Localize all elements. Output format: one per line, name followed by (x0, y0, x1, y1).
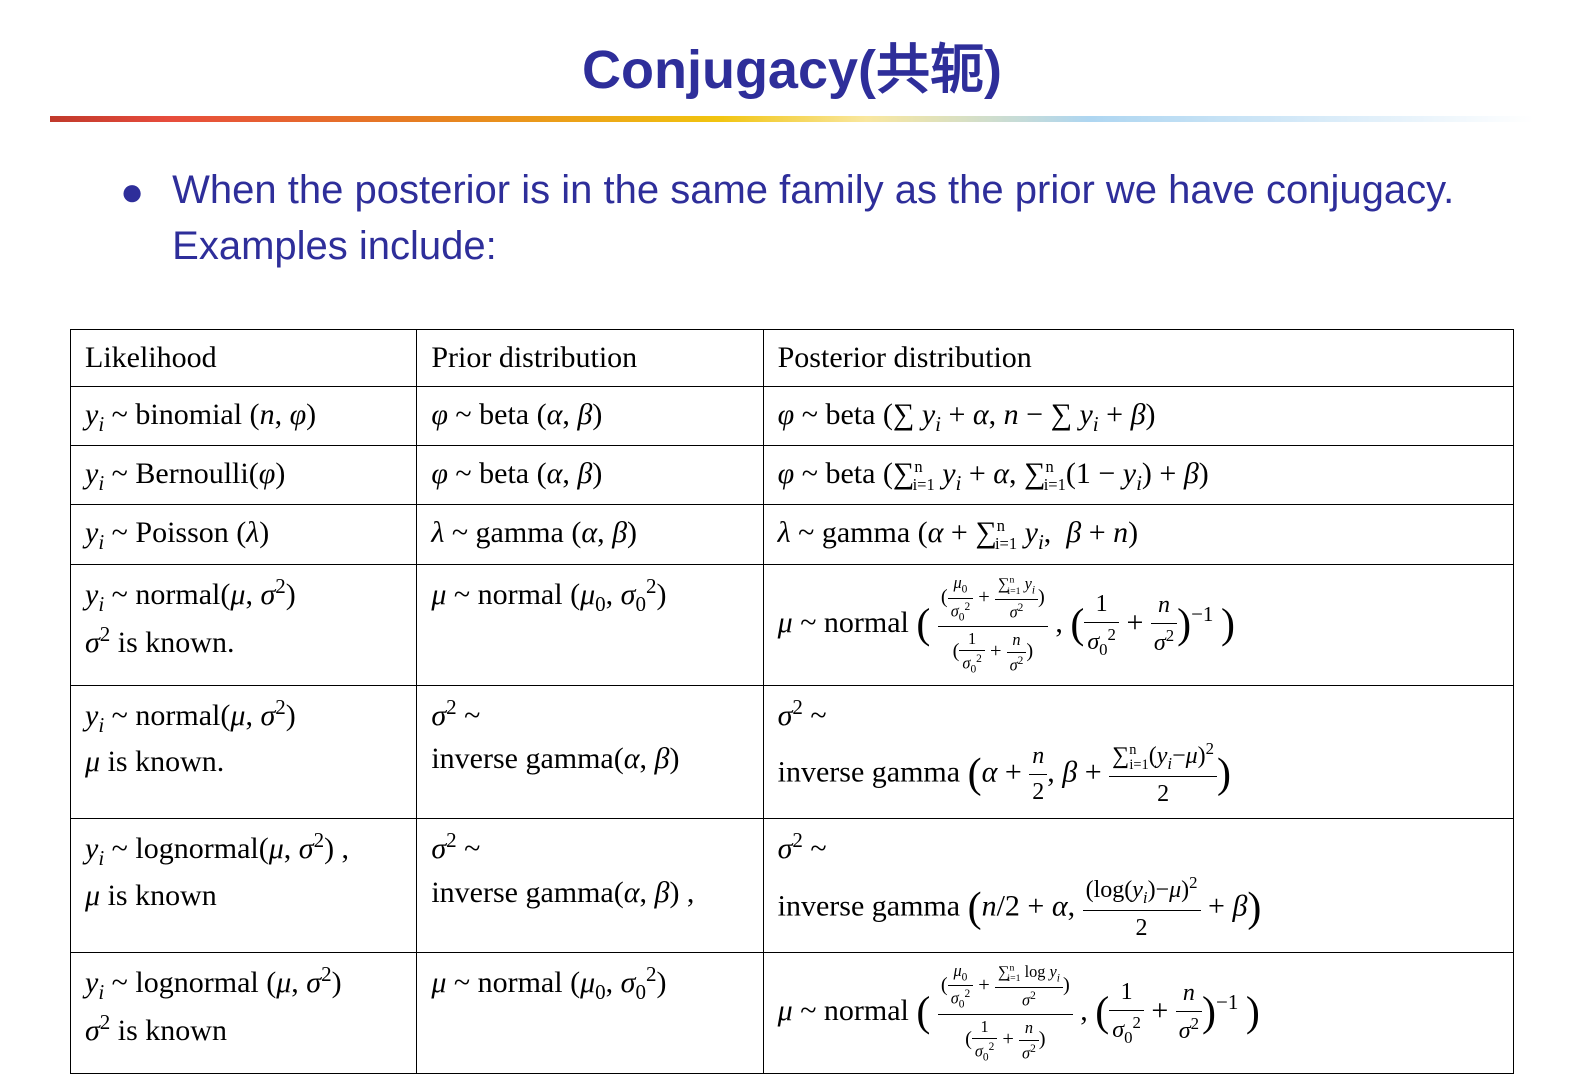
bullet-item: ● When the posterior is in the same fami… (120, 162, 1494, 274)
cell-prior: μ ~ normal (μ0, σ02) (417, 952, 763, 1073)
table-row: yi ~ binomial (n, φ) φ ~ beta (α, β) φ ~… (71, 386, 1514, 445)
col-posterior: Posterior distribution (763, 330, 1513, 387)
bullet-section: ● When the posterior is in the same fami… (40, 152, 1544, 309)
cell-prior: σ2 ~inverse gamma(α, β) , (417, 819, 763, 952)
cell-likelihood: yi ~ lognormal(μ, σ2) ,μ is known (71, 819, 417, 952)
cell-posterior: φ ~ beta (∑ yi + α, n − ∑ yi + β) (763, 386, 1513, 445)
cell-prior: σ2 ~inverse gamma(α, β) (417, 685, 763, 818)
table-row: yi ~ normal(μ, σ2)σ2 is known. μ ~ norma… (71, 564, 1514, 685)
cell-posterior: μ ~ normal ( (μ0σ02 + ∑ni=1 log yiσ2) (1… (763, 952, 1513, 1073)
cell-likelihood: yi ~ normal(μ, σ2)σ2 is known. (71, 564, 417, 685)
cell-likelihood: yi ~ Poisson (λ) (71, 505, 417, 564)
table-row: yi ~ normal(μ, σ2)μ is known. σ2 ~invers… (71, 685, 1514, 818)
conjugacy-table: Likelihood Prior distribution Posterior … (70, 329, 1514, 1074)
cell-prior: μ ~ normal (μ0, σ02) (417, 564, 763, 685)
table-row: yi ~ Bernoulli(φ) φ ~ beta (α, β) φ ~ be… (71, 445, 1514, 504)
table-row: yi ~ lognormal (μ, σ2)σ2 is known μ ~ no… (71, 952, 1514, 1073)
col-likelihood: Likelihood (71, 330, 417, 387)
col-prior: Prior distribution (417, 330, 763, 387)
cell-likelihood: yi ~ lognormal (μ, σ2)σ2 is known (71, 952, 417, 1073)
cell-posterior: φ ~ beta (∑ni=1 yi + α, ∑ni=1(1 − yi) + … (763, 445, 1513, 504)
cell-likelihood: yi ~ binomial (n, φ) (71, 386, 417, 445)
cell-prior: λ ~ gamma (α, β) (417, 505, 763, 564)
bullet-dot-icon: ● (120, 164, 144, 220)
cell-likelihood: yi ~ normal(μ, σ2)μ is known. (71, 685, 417, 818)
cell-likelihood: yi ~ Bernoulli(φ) (71, 445, 417, 504)
cell-posterior: σ2 ~ inverse gamma (α + n2, β + ∑ni=1(yi… (763, 685, 1513, 818)
cell-prior: φ ~ beta (α, β) (417, 445, 763, 504)
bullet-text: When the posterior is in the same family… (172, 162, 1494, 274)
table-header-row: Likelihood Prior distribution Posterior … (71, 330, 1514, 387)
table-row: yi ~ lognormal(μ, σ2) ,μ is known σ2 ~in… (71, 819, 1514, 952)
slide-title: Conjugacy(共轭) (40, 25, 1544, 104)
table-row: yi ~ Poisson (λ) λ ~ gamma (α, β) λ ~ ga… (71, 505, 1514, 564)
cell-posterior: λ ~ gamma (α + ∑ni=1 yi, β + n) (763, 505, 1513, 564)
slide: Conjugacy(共轭) ● When the posterior is in… (0, 0, 1584, 1036)
cell-prior: φ ~ beta (α, β) (417, 386, 763, 445)
cell-posterior: σ2 ~ inverse gamma (n/2 + α, (log(yi)−μ)… (763, 819, 1513, 952)
divider-bar (50, 116, 1534, 122)
cell-posterior: μ ~ normal ( (μ0σ02 + ∑ni=1 yiσ2) (1σ02 … (763, 564, 1513, 685)
